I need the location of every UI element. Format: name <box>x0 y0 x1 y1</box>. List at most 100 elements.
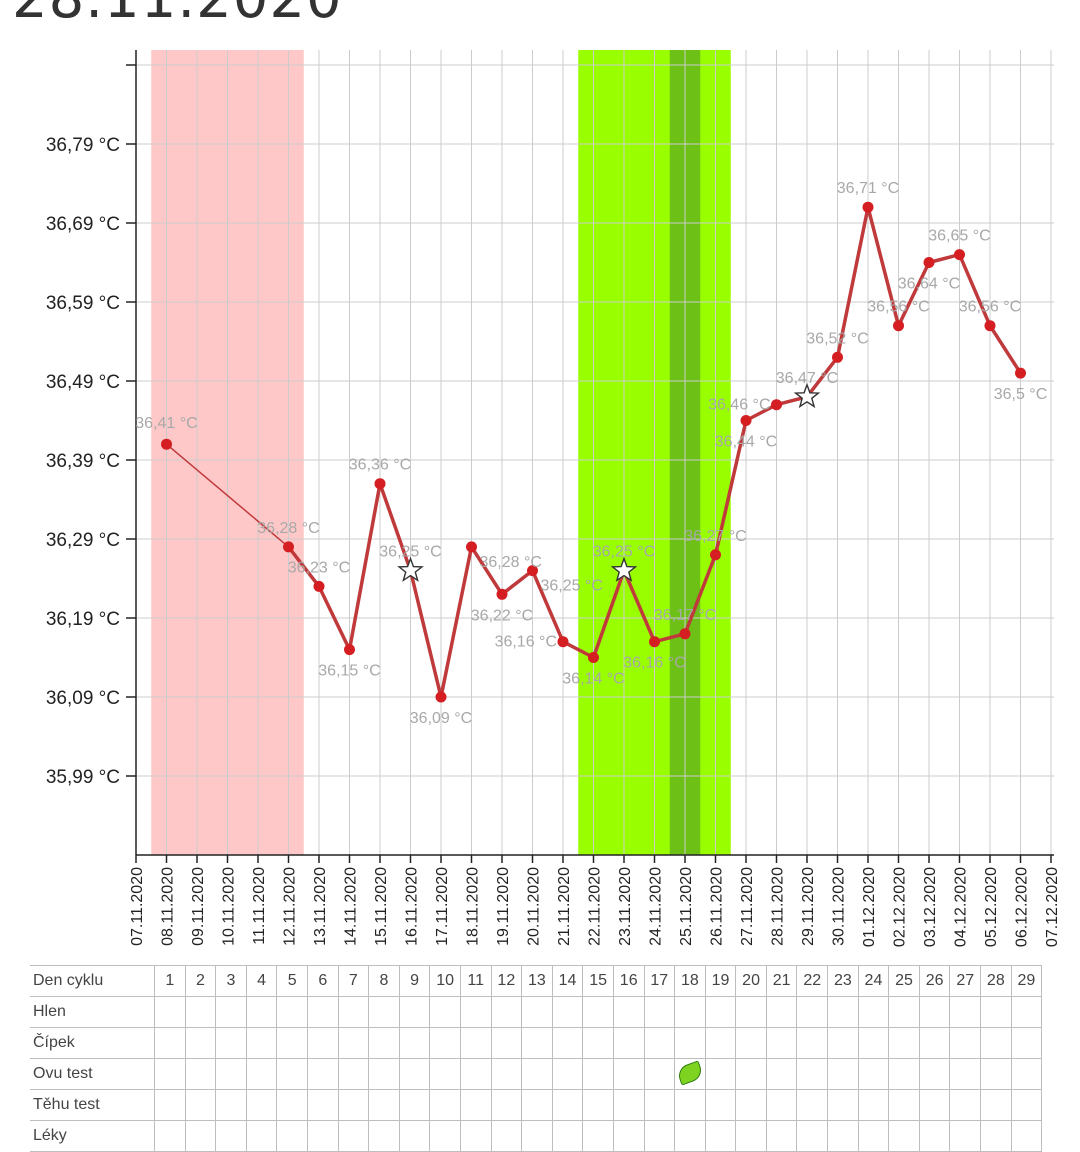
cycle-cell <box>612 1089 645 1121</box>
y-tick-label: 36,29 °C <box>46 530 120 551</box>
cycle-cell <box>398 1027 431 1059</box>
cycle-cell: 13 <box>521 965 553 997</box>
cycle-cell <box>857 1027 890 1059</box>
data-label: 36,27 °C <box>684 528 746 545</box>
cycle-cell <box>612 1120 645 1152</box>
cycle-cell: 3 <box>215 965 247 997</box>
x-tick-label: 07.12.2020 <box>1044 867 1061 947</box>
cycle-cell <box>796 1058 829 1090</box>
cycle-row-label: Den cyklu <box>30 965 155 997</box>
cycle-cell <box>459 1120 492 1152</box>
cycle-cell <box>215 996 247 1028</box>
cycle-cell <box>918 1120 951 1152</box>
cycle-table-row: Těhu test <box>30 1089 1043 1121</box>
cycle-cell <box>949 996 982 1028</box>
x-tick-label: 14.11.2020 <box>343 867 360 946</box>
data-label: 36,16 °C <box>623 655 685 672</box>
cycle-cell <box>765 1120 798 1152</box>
cycle-cell <box>827 1058 859 1090</box>
cycle-cell <box>276 996 308 1028</box>
data-point <box>161 438 172 450</box>
cycle-cell <box>337 996 370 1028</box>
y-tick-label: 36,09 °C <box>46 688 120 709</box>
cycle-cell <box>398 1058 431 1090</box>
data-point <box>862 201 874 213</box>
cycle-cell: 4 <box>245 965 278 997</box>
x-tick-label: 09.11.2020 <box>190 867 207 946</box>
data-point <box>710 549 721 561</box>
x-tick-label: 27.11.2020 <box>739 867 756 946</box>
cycle-cell <box>215 1120 247 1152</box>
axes-layer: 35,99 °C 36,09 °C 36,19 °C 36,29 °C 36,39 °C… <box>46 50 1061 947</box>
x-tick-label: 19.11.2020 <box>495 867 512 946</box>
cycle-cell <box>337 1120 370 1152</box>
data-label: 36,16 °C <box>495 634 557 651</box>
x-tick-label: 23.11.2020 <box>617 867 634 946</box>
x-tick-label: 30.11.2020 <box>831 867 848 946</box>
cycle-cell <box>918 1027 951 1059</box>
cycle-cell <box>643 1089 676 1121</box>
data-label: 36,41 °C <box>135 415 197 432</box>
cycle-row-label: Těhu test <box>30 1089 155 1121</box>
cycle-cell <box>398 1120 431 1152</box>
cycle-cell <box>490 996 523 1028</box>
data-point <box>740 415 752 426</box>
page-title-date: 28.11.2020 <box>12 0 343 31</box>
cycle-cell <box>918 996 951 1028</box>
cycle-cell <box>245 996 278 1028</box>
cycle-cell: 2 <box>184 965 217 997</box>
cycle-cell <box>521 996 553 1028</box>
cycle-cell <box>857 1120 890 1152</box>
cycle-cell <box>735 1120 767 1152</box>
cycle-cell <box>184 1027 217 1059</box>
cycle-cell <box>949 1089 982 1121</box>
data-label: 36,28 °C <box>480 554 542 571</box>
cycle-cell <box>215 1058 247 1090</box>
cycle-table: Den cyklu 1 2 3 4 5 6 7 8 9 10 11 12 13 14 15 16 17 18 19 20… <box>30 965 1043 1152</box>
cycle-cell: 17 <box>643 965 676 997</box>
cycle-cell <box>154 996 186 1028</box>
y-tick-label: 36,39 °C <box>46 451 120 472</box>
cycle-cell: 9 <box>398 965 431 997</box>
data-label: 36,52 °C <box>806 330 868 347</box>
cycle-cell <box>827 1027 859 1059</box>
cycle-cell <box>276 1027 308 1059</box>
cycle-cell: 20 <box>735 965 767 997</box>
cycle-cell <box>429 1058 461 1090</box>
cycle-cell <box>582 1089 614 1121</box>
data-point <box>435 691 447 703</box>
cycle-cell <box>276 1120 308 1152</box>
cycle-cell <box>154 1058 186 1090</box>
cycle-cell: 8 <box>368 965 400 997</box>
x-tick-label: 22.11.2020 <box>587 867 604 946</box>
cycle-cell <box>154 1089 186 1121</box>
cycle-cell <box>154 1027 186 1059</box>
data-label: 36,14 °C <box>562 671 624 688</box>
data-point <box>893 320 904 332</box>
x-tick-label: 07.11.2020 <box>129 867 146 946</box>
x-tick-label: 10.11.2020 <box>221 867 238 946</box>
cycle-cell <box>980 996 1012 1028</box>
leaf-icon <box>675 1059 705 1086</box>
data-point <box>283 541 294 553</box>
cycle-cell <box>765 1027 798 1059</box>
cycle-cell <box>184 1058 217 1090</box>
y-tick-label: 36,59 °C <box>46 293 120 314</box>
x-tick-label: 13.11.2020 <box>312 867 329 946</box>
cycle-cell <box>888 1120 920 1152</box>
cycle-cell <box>245 1027 278 1059</box>
cycle-cell <box>398 996 431 1028</box>
cycle-cell <box>949 1058 982 1090</box>
cycle-cell <box>765 1089 798 1121</box>
cycle-cell <box>306 1089 339 1121</box>
cycle-cell: 29 <box>1010 965 1043 997</box>
data-point <box>984 320 996 332</box>
cycle-cell: 19 <box>704 965 737 997</box>
cycle-cell <box>215 1089 247 1121</box>
data-point <box>679 628 691 640</box>
x-tick-label: 12.11.2020 <box>282 867 299 946</box>
cycle-cell <box>429 1089 461 1121</box>
data-point <box>588 652 599 663</box>
cycle-cell <box>276 1058 308 1090</box>
cycle-cell <box>888 1089 920 1121</box>
